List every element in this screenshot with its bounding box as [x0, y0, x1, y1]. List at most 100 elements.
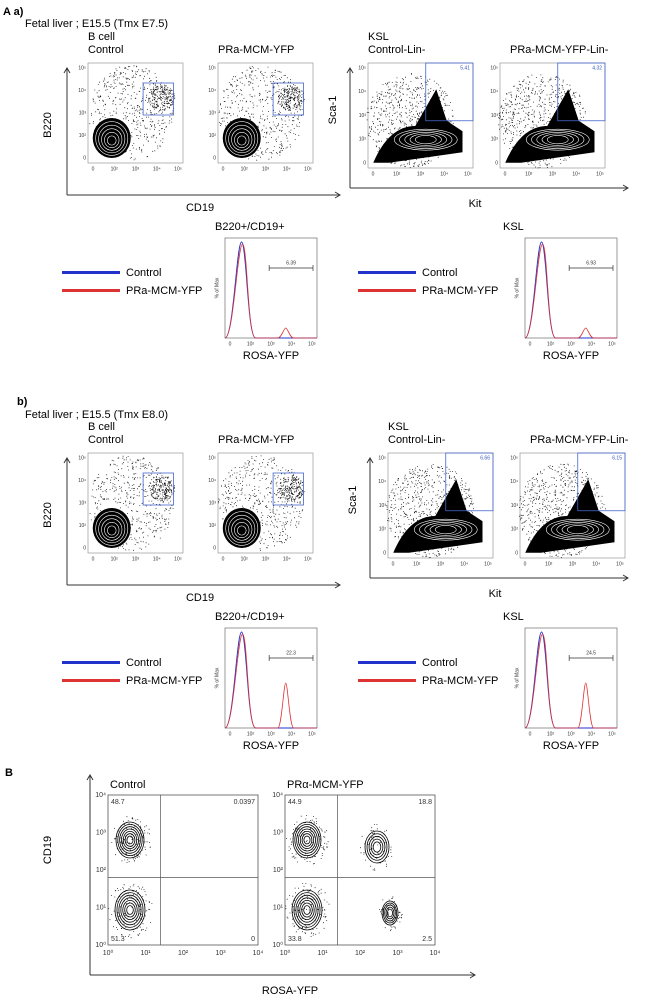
dense-region: [92, 508, 131, 548]
tick-label: 0: [229, 731, 232, 737]
group-title: KSL: [368, 31, 389, 43]
tick-label: 10⁴: [430, 950, 441, 957]
tick-label: 0: [222, 166, 225, 172]
contour: [556, 522, 600, 538]
tick-label: 10⁵: [304, 556, 312, 562]
tick-label: 10⁴: [572, 171, 580, 177]
gate-value: 5.41: [460, 65, 470, 71]
quadrant-value: 48.7: [111, 799, 125, 806]
plot-frame: [224, 627, 318, 729]
contour: [414, 135, 437, 145]
tick-label: 10²: [247, 731, 255, 737]
tick-label: 0: [222, 556, 225, 562]
tick-label: 10³: [215, 950, 226, 957]
tick-label: 0: [529, 341, 532, 347]
tick-label: 10⁴: [78, 88, 86, 94]
dots: [278, 85, 305, 111]
legend-label: Control: [126, 267, 161, 279]
contour: [301, 833, 313, 847]
contour: [384, 904, 396, 922]
quadrant-value: 0: [251, 936, 255, 943]
plot-title: PRa-MCM-YFP: [218, 44, 294, 56]
contour: [434, 525, 457, 535]
contour: [292, 821, 322, 859]
tick-label: 10²: [355, 950, 366, 957]
tick-label: 10⁴: [358, 89, 366, 95]
plot-title: Control: [88, 434, 123, 446]
tick-label: 10²: [96, 867, 107, 874]
quadrant-value: 51.3: [111, 936, 125, 943]
tick-label: 0: [213, 155, 216, 161]
contour: [104, 132, 120, 148]
contour: [225, 121, 259, 156]
tick-label: 0: [383, 550, 386, 556]
tick-label: 10⁴: [272, 792, 283, 799]
tick-label: 10³: [267, 341, 275, 347]
contour: [546, 135, 569, 145]
dots: [285, 883, 330, 937]
panel-label: A a): [3, 6, 24, 18]
axis-label: Sca-1: [347, 486, 359, 515]
plot-title: PRa-MCM-YFP-Lin-: [510, 44, 609, 56]
plot-title: PRa-MCM-YFP: [218, 434, 294, 446]
axis-label: % of Max: [214, 277, 220, 298]
gate-value: 4.32: [592, 65, 602, 71]
tick-label: 10⁴: [253, 950, 264, 957]
tick-label: 10³: [491, 113, 499, 119]
gate-bar: [568, 265, 614, 271]
contour: [104, 522, 120, 538]
plot-frame: [224, 237, 318, 339]
contour: [531, 130, 585, 149]
axis: [63, 67, 341, 199]
tick-label: 10⁴: [490, 89, 498, 95]
legend-label: PRa-MCM-YFP: [422, 675, 498, 687]
tick-label: 0: [392, 561, 395, 567]
tick-label: 10⁰: [272, 941, 283, 949]
contour: [114, 889, 146, 931]
quadrant-value: 0.0397: [234, 799, 256, 806]
tick-label: 10⁴: [288, 341, 296, 347]
contour: [124, 833, 136, 847]
contour: [297, 897, 317, 923]
tick-label: 10¹: [96, 904, 107, 911]
tick-label: 0: [524, 561, 527, 567]
tick-label: 10⁴: [153, 556, 161, 562]
legend-label: Control: [422, 657, 457, 669]
contour: [298, 828, 316, 852]
axis: [63, 457, 341, 589]
contour: [413, 518, 478, 541]
plot-frame: [524, 627, 618, 729]
tick-label: 10⁴: [592, 561, 600, 567]
group-title: B cell: [88, 31, 115, 43]
tick-label: 0: [504, 171, 507, 177]
contour: [393, 128, 458, 151]
gate: [142, 82, 174, 116]
axis-label: % of Max: [214, 667, 220, 688]
contour: [303, 905, 311, 915]
dots: [148, 475, 175, 502]
tick-label: 10²: [547, 731, 555, 737]
contour: [237, 525, 247, 536]
contour: [399, 130, 453, 149]
contour: [299, 900, 315, 921]
tick-label: 10²: [111, 556, 119, 562]
gate: [445, 452, 494, 512]
group-title: KSL: [388, 421, 409, 433]
histogram-title: B220+/CD19+: [215, 221, 285, 233]
tick-label: 10²: [79, 523, 87, 529]
quadrant-lines: [108, 795, 258, 945]
contour: [117, 823, 143, 857]
plot-frame: [107, 794, 259, 946]
dots: [148, 85, 176, 111]
tick-label: 10⁴: [510, 479, 518, 485]
legend-line: [358, 679, 416, 682]
contour: [126, 905, 134, 915]
tick-label: 10³: [392, 950, 403, 957]
gate: [272, 82, 304, 116]
contour: [237, 135, 247, 146]
tick-label: 0: [363, 160, 366, 166]
legend-line: [358, 289, 416, 292]
tick-label: 10²: [413, 561, 421, 567]
axis: [346, 67, 629, 192]
